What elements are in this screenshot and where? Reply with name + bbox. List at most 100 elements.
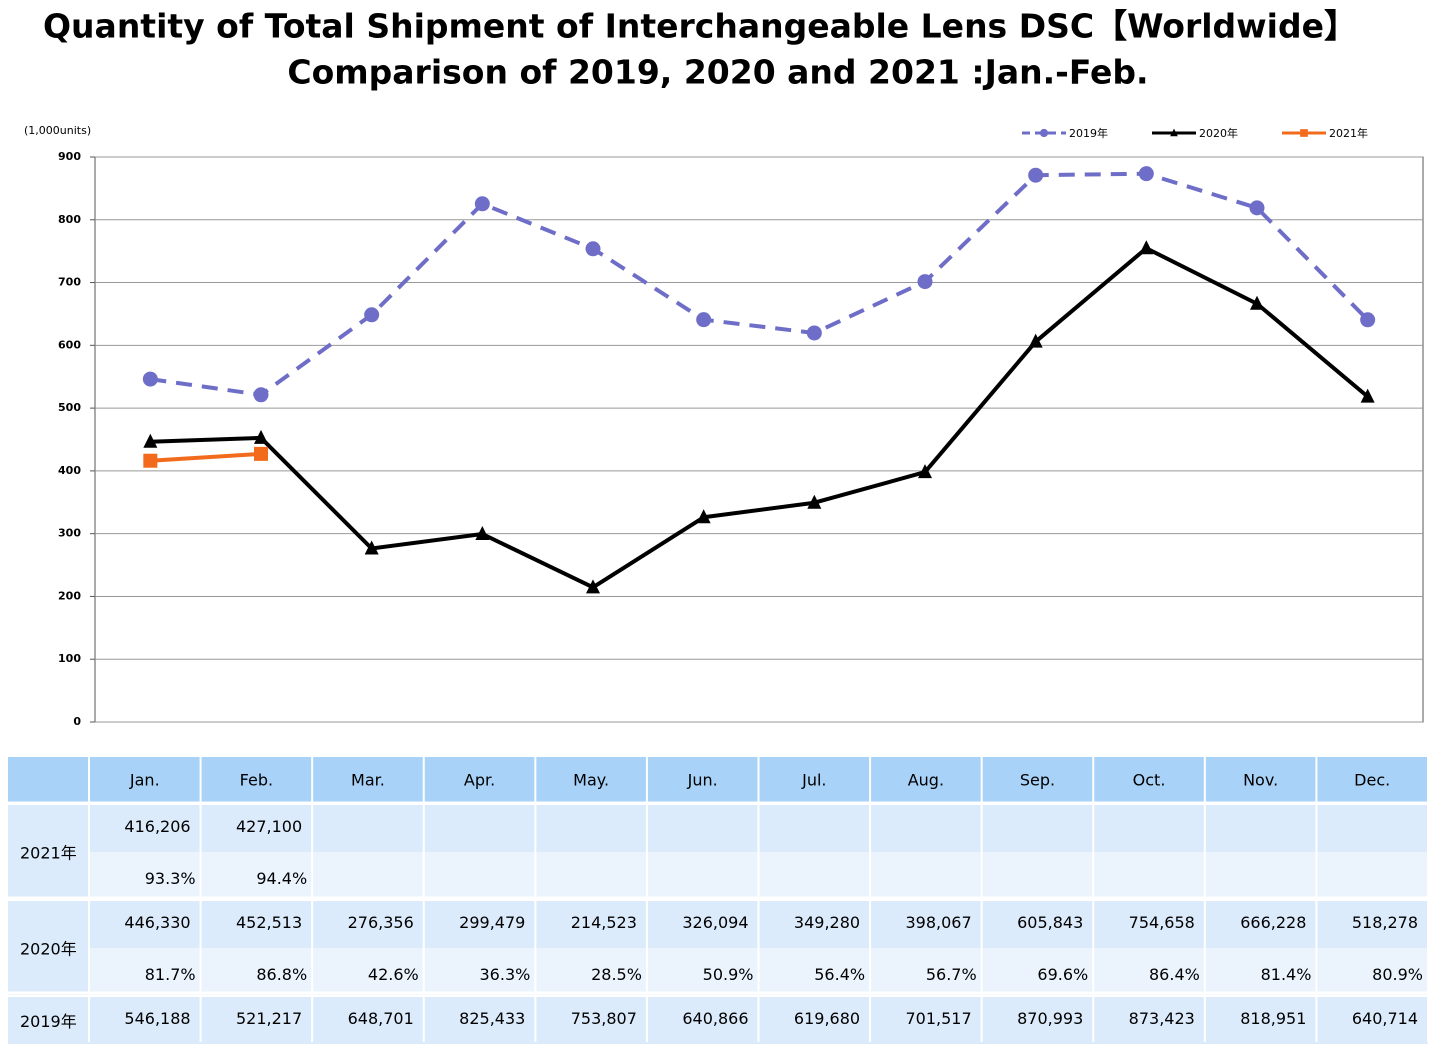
table-cell: 416,206 [124,817,190,836]
table-row-label-bg [8,901,89,995]
table-cell: 666,228 [1240,913,1306,932]
table-header: Apr. [464,771,495,790]
series-line [150,451,262,463]
point [253,387,269,403]
point [917,274,933,290]
point [918,464,932,479]
y-tick-label: 800 [58,213,81,226]
table-cell: 42.6% [368,965,419,984]
point [807,494,822,509]
table-cell: 870,993 [1017,1009,1083,1028]
point [254,429,268,444]
point [1360,312,1376,328]
table-cell: 80.9% [1372,965,1423,984]
table-row-label-bg [8,997,89,1044]
table-cell: 648,701 [348,1009,414,1028]
table-cell: 518,278 [1352,913,1418,932]
table-header: Oct. [1133,771,1166,790]
point [1250,295,1264,310]
table-cell: 818,951 [1240,1009,1306,1028]
legend-marker [1300,129,1308,137]
legend-label: 2020年 [1199,126,1238,140]
table-row-label-bg [8,805,89,899]
table-cell: 36.3% [480,965,531,984]
y-tick-label: 700 [58,276,81,289]
table-cell: 446,330 [124,913,190,932]
table-row-label: 2020年 [20,940,77,959]
series-line [150,246,1369,590]
table-cell: 605,843 [1017,913,1083,932]
y-axis-label: (1,000units) [24,124,91,137]
point [254,446,268,461]
table-cell: 86.4% [1149,965,1200,984]
table-header: Jul. [801,771,826,790]
table-row-bg [8,948,1428,995]
table-cell: 521,217 [236,1009,302,1028]
point [585,241,601,257]
y-tick-label: 500 [58,401,81,414]
table-header: Feb. [240,771,273,790]
point [696,509,711,524]
y-tick-label: 600 [58,338,81,351]
table-cell: 546,188 [124,1009,190,1028]
point [364,540,379,555]
table-cell: 81.7% [145,965,196,984]
table-cell: 753,807 [571,1009,637,1028]
table-cell: 701,517 [905,1009,971,1028]
table-cell: 214,523 [571,913,637,932]
point [143,433,158,448]
point [142,371,158,387]
table-header-bg [8,757,1428,802]
point [586,579,600,594]
chart-title: Quantity of Total Shipment of Interchang… [43,7,1357,46]
point [364,307,380,323]
point [1360,388,1375,403]
table-header: Jan. [129,771,160,790]
table-cell: 69.6% [1037,965,1088,984]
table-cell: 640,714 [1352,1009,1418,1028]
table-cell: 50.9% [703,965,754,984]
y-tick-label: 100 [58,652,81,665]
point [1028,167,1044,183]
table-header: Dec. [1354,771,1390,790]
y-tick-label: 400 [58,464,81,477]
table-row-bg [8,901,1428,948]
table-row-bg [8,852,1428,899]
table-header: May. [573,771,609,790]
legend-marker [1039,128,1049,138]
table-cell: 56.7% [926,965,977,984]
y-tick-label: 200 [58,589,81,602]
series-line [150,171,1370,397]
table-cell: 326,094 [682,913,748,932]
point [1138,166,1154,182]
table-cell: 56.4% [814,965,865,984]
table-header: Aug. [908,771,944,790]
table-cell: 276,356 [348,913,414,932]
table-cell: 452,513 [236,913,302,932]
point [1249,200,1265,216]
table-cell: 873,423 [1129,1009,1195,1028]
table-header: Sep. [1020,771,1055,790]
table-cell: 86.8% [256,965,307,984]
table-cell: 28.5% [591,965,642,984]
point [1028,333,1043,348]
point [696,312,712,328]
point [1139,240,1154,255]
legend-marker [1170,128,1178,137]
table-header: Mar. [351,771,385,790]
table-cell: 94.4% [256,869,307,888]
y-tick-label: 900 [58,150,81,163]
point [474,196,490,212]
table-cell: 825,433 [459,1009,525,1028]
y-tick-label: 0 [73,715,81,728]
table-header: Nov. [1243,771,1278,790]
table-cell: 349,280 [794,913,860,932]
table-cell: 93.3% [145,869,196,888]
legend-label: 2021年 [1329,126,1368,140]
point [806,325,822,341]
table-cell: 81.4% [1261,965,1312,984]
table-header: Jun. [687,771,718,790]
point [475,525,490,540]
table-row-bg [8,997,1428,1044]
